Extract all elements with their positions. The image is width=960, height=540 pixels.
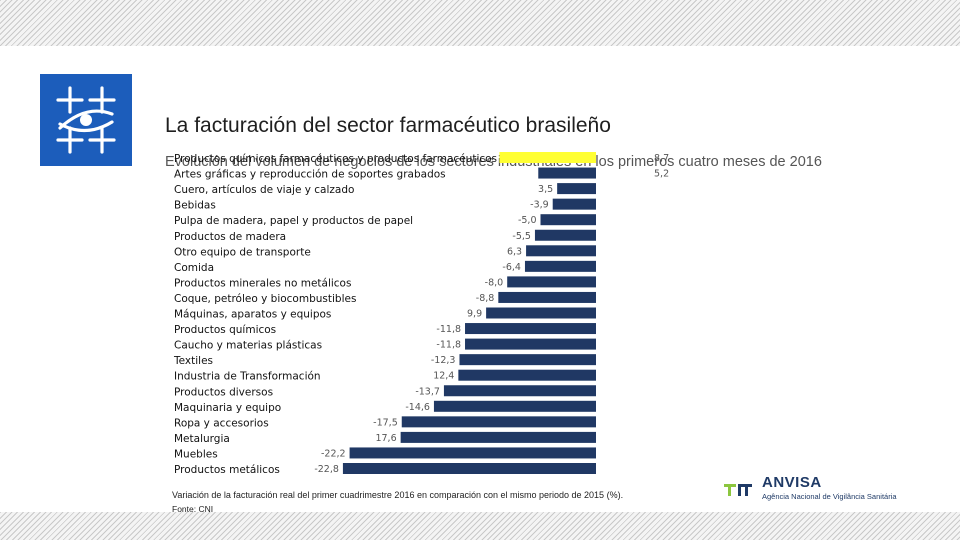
value-label: 12,4: [433, 371, 454, 382]
value-label: -6,4: [502, 262, 521, 273]
category-label: Otro equipo de transporte: [174, 246, 311, 258]
category-label: Metalurgia: [174, 433, 230, 445]
anvisa-mark-icon: [724, 484, 752, 496]
bar: [400, 431, 596, 443]
bar: [557, 183, 596, 195]
category-label: Caucho y materias plásticas: [174, 340, 322, 352]
category-label: Coque, petróleo y biocombustibles: [174, 293, 356, 305]
value-label: -22,8: [314, 464, 339, 475]
bar: [433, 400, 596, 412]
bar: [538, 167, 596, 179]
slide-subtitle: Evolución del volumen de negocios de los…: [165, 154, 822, 170]
category-label: Productos minerales no metálicos: [174, 277, 351, 289]
bar: [458, 369, 596, 381]
value-label: -3,9: [530, 200, 549, 211]
category-label: Comida: [174, 262, 214, 274]
bar: [342, 463, 596, 474]
bar: [507, 276, 596, 288]
bar: [349, 447, 596, 459]
value-label: 3,5: [538, 184, 553, 195]
bar: [401, 416, 596, 428]
bottom-hatch-border: [0, 512, 960, 540]
bar: [498, 291, 596, 303]
bar: [443, 385, 596, 397]
chart-source: Fonte: CNI: [172, 504, 214, 514]
category-label: Textiles: [173, 355, 213, 367]
value-label: -11,8: [436, 340, 461, 351]
category-label: Máquinas, aparatos y equipos: [174, 309, 331, 321]
value-label: 8,7: [654, 153, 669, 164]
chart-caption: Variación de la facturación real del pri…: [172, 490, 624, 500]
bar: [526, 245, 596, 257]
anvisa-subtitle: Agência Nacional de Vigilância Sanitária: [762, 492, 897, 501]
anvisa-name: ANVISA: [762, 474, 822, 491]
value-label: -8,8: [476, 293, 495, 304]
anvisa-logo: ANVISA Agência Nacional de Vigilância Sa…: [724, 474, 914, 504]
category-label: Bebidas: [174, 200, 216, 212]
category-label: Muebles: [174, 448, 218, 460]
top-hatch-border: [0, 0, 960, 46]
slide: La facturación del sector farmacéutico b…: [0, 46, 960, 512]
category-label: Industria de Transformación: [174, 371, 321, 383]
value-label: -12,3: [431, 355, 456, 366]
anvisa-emblem: [40, 74, 132, 166]
category-label: Productos químicos farmacéuticos y produ…: [174, 153, 497, 165]
value-label: 9,9: [467, 309, 482, 320]
value-label: -17,5: [373, 417, 398, 428]
bar: [534, 229, 596, 241]
value-label: 17,6: [375, 433, 396, 444]
bar: [486, 307, 596, 319]
value-label: 5,2: [654, 169, 669, 180]
category-label: Pulpa de madera, papel y productos de pa…: [174, 215, 413, 227]
category-label: Productos metálicos: [174, 464, 280, 476]
category-label: Productos químicos: [174, 324, 276, 336]
bar: [540, 214, 596, 226]
value-label: 6,3: [507, 246, 522, 257]
category-label: Ropa y accesorios: [174, 417, 269, 429]
category-label: Maquinaria y equipo: [174, 402, 281, 414]
value-label: -5,5: [512, 231, 531, 242]
category-label: Cuero, artículos de viaje y calzado: [174, 184, 354, 196]
bar: [499, 152, 596, 163]
category-label: Productos de madera: [174, 231, 286, 243]
bar: [459, 354, 596, 366]
value-label: -8,0: [485, 277, 504, 288]
slide-title: La facturación del sector farmacéutico b…: [165, 114, 611, 137]
bar: [465, 338, 596, 350]
bar: [552, 198, 596, 210]
category-label: Artes gráficas y reproducción de soporte…: [174, 169, 446, 181]
value-label: -13,7: [415, 386, 440, 397]
value-label: -14,6: [405, 402, 430, 413]
bar: [465, 323, 596, 335]
emblem-icon: [56, 86, 116, 154]
value-label: -5,0: [518, 215, 537, 226]
value-label: -11,8: [436, 324, 461, 335]
bar: [524, 260, 596, 272]
value-label: -22,2: [321, 448, 346, 459]
category-label: Productos diversos: [174, 386, 273, 398]
